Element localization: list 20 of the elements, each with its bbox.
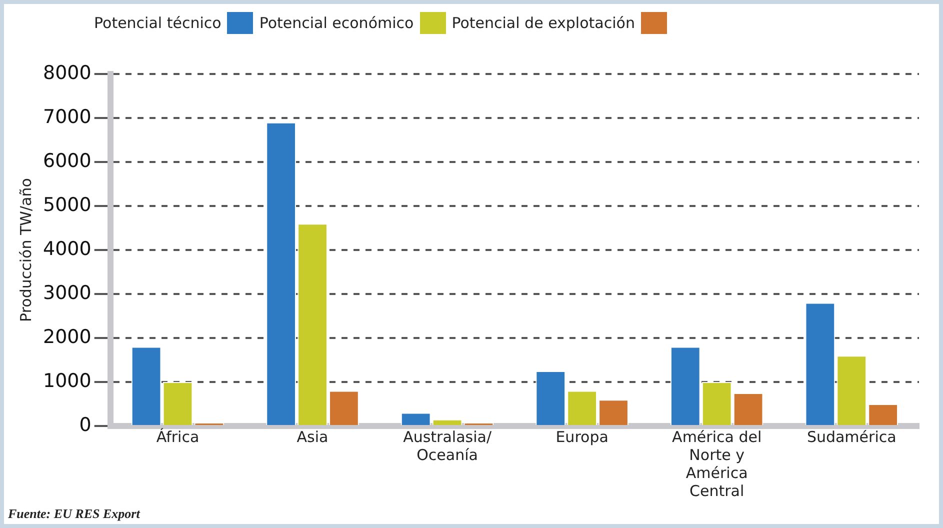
x-tick-label: Asia [296, 428, 328, 446]
y-tick-label: 0 [79, 414, 92, 436]
legend-label: Potencial técnico [94, 14, 222, 32]
y-tick-label: 5000 [42, 194, 92, 216]
x-tick-label: Australasia/ Oceanía [403, 428, 492, 464]
legend-label: Potencial de explotación [452, 14, 635, 32]
y-tick-label: 8000 [42, 62, 92, 84]
legend-label: Potencial económico [259, 14, 414, 32]
x-tick-label: África [156, 428, 200, 446]
y-tick-label: 7000 [42, 106, 92, 128]
y-tick-label: 4000 [42, 238, 92, 260]
x-tick-label: Europa [556, 428, 608, 446]
y-axis-title: Producción TW/año [16, 178, 35, 322]
source-note: Fuente: EU RES Export [8, 506, 140, 522]
y-tick-label: 1000 [42, 370, 92, 392]
y-tick-label: 2000 [42, 326, 92, 348]
y-tick-label: 6000 [42, 150, 92, 172]
x-tick-label: Sudamérica [806, 428, 896, 446]
x-tick-label: América del Norte y América Central [672, 428, 762, 500]
y-tick-label: 3000 [42, 282, 92, 304]
